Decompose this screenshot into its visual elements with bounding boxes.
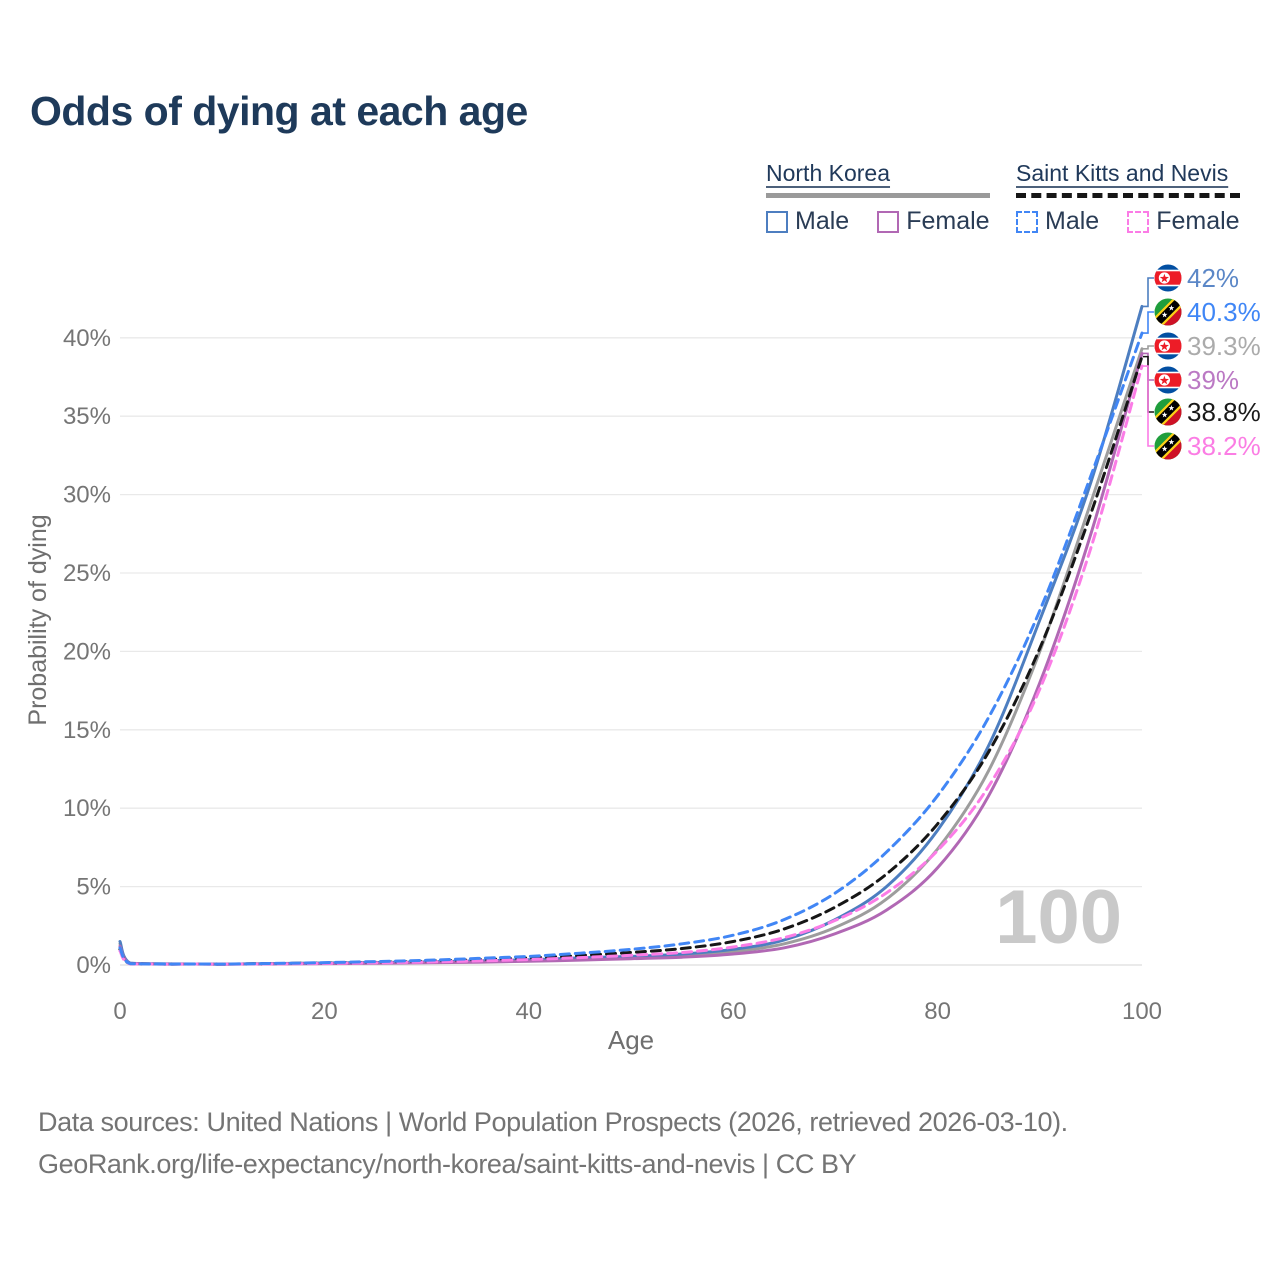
leader-line-skn-female — [1143, 365, 1154, 447]
legend-item-male[interactable]: Male — [766, 207, 849, 236]
legend-item-label: Male — [1045, 207, 1100, 235]
legend-swatch-icon — [1127, 210, 1150, 233]
age-hover-indicator: 100 — [995, 875, 1122, 960]
page-title: Odds of dying at each age — [30, 88, 528, 134]
footer-attribution: GeoRank.org/life-expectancy/north-korea/… — [38, 1148, 857, 1179]
footer-data-sources: Data sources: United Nations | World Pop… — [38, 1107, 1068, 1137]
leader-line-skn-male — [1143, 311, 1154, 334]
y-tick-label: 30% — [63, 482, 111, 509]
series-line-skn-female — [118, 364, 1144, 966]
series-end-value-nk-female: 39% — [1187, 365, 1239, 395]
series-line-nk-female — [118, 352, 1144, 966]
series-end-value-nk-total: 39.3% — [1187, 331, 1261, 361]
x-tick-label: 40 — [515, 998, 542, 1025]
series-line-skn-male — [118, 331, 1144, 966]
y-tick-label: 10% — [63, 795, 111, 822]
legend-item-label: Female — [906, 207, 990, 235]
flag-icon-saint-kitts-and-nevis — [1154, 298, 1182, 326]
series-end-value-skn-female: 38.2% — [1187, 431, 1261, 461]
leader-line-nk-male — [1143, 277, 1154, 308]
legend-item-female[interactable]: Female — [877, 207, 990, 236]
x-tick-label: 20 — [311, 998, 338, 1025]
legend-swatch-icon — [877, 210, 900, 233]
legend-item-male[interactable]: Male — [1016, 207, 1099, 236]
legend-item-female[interactable]: Female — [1127, 207, 1240, 236]
legend-swatch-icon — [1016, 210, 1038, 233]
footer: Data sources: United Nations | World Pop… — [38, 1102, 1068, 1186]
legend-item-label: Male — [795, 207, 850, 235]
flag-icon-north-korea — [1154, 332, 1182, 360]
y-tick-label: 5% — [76, 874, 111, 901]
leader-line-nk-total — [1143, 345, 1154, 350]
y-axis-label: Probability of dying — [24, 514, 52, 725]
legend-group-north-korea: North Korea Male Female — [766, 160, 990, 236]
series-line-nk-total — [118, 347, 1144, 966]
chart-svg: 0% 5% 10% 15% 20% 25% 30% 35% 40% 0 20 40 60 80 100 Age… — [24, 263, 1261, 1055]
x-axis-label: Age — [608, 1025, 654, 1055]
legend-line-style-sample — [1016, 193, 1240, 198]
series-end-value-skn-male: 40.3% — [1187, 297, 1261, 327]
x-tick-label: 100 — [1122, 998, 1162, 1025]
y-tick-label: 15% — [63, 717, 111, 744]
legend-line-style-sample — [766, 193, 990, 198]
flag-icon-saint-kitts-and-nevis — [1154, 432, 1182, 460]
legend-group-saint-kitts-and-nevis: Saint Kitts and Nevis Male Female — [1016, 160, 1240, 236]
flag-icon-north-korea — [1154, 264, 1182, 292]
flag-icon-saint-kitts-and-nevis — [1154, 398, 1182, 426]
x-tick-label: 60 — [720, 998, 747, 1025]
y-tick-label: 25% — [63, 560, 111, 587]
series-line-skn-total — [118, 355, 1144, 966]
y-tick-label: 20% — [63, 638, 111, 665]
series-end-value-skn-total: 38.8% — [1187, 397, 1261, 427]
legend-country-link[interactable]: North Korea — [766, 160, 891, 186]
x-tick-label: 80 — [924, 998, 951, 1025]
line-chart: 0% 5% 10% 15% 20% 25% 30% 35% 40% 0 20 40 60 80 100 Age… — [24, 263, 1261, 1055]
series-line-nk-male — [118, 304, 1144, 966]
legend-country-link[interactable]: Saint Kitts and Nevis — [1016, 160, 1229, 186]
y-tick-label: 0% — [76, 952, 111, 979]
y-tick-label: 35% — [63, 403, 111, 430]
x-tick-label: 0 — [113, 998, 126, 1025]
flag-icon-north-korea — [1154, 366, 1182, 394]
series-end-value-nk-male: 42% — [1187, 263, 1239, 293]
legend-item-label: Female — [1156, 207, 1240, 235]
legend-swatch-icon — [766, 210, 788, 233]
y-tick-label: 40% — [63, 325, 111, 352]
